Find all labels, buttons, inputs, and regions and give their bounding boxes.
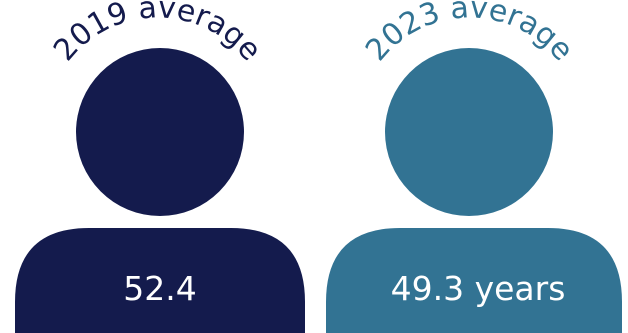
figure-2023-value: 49.3 years — [391, 269, 566, 308]
figure-2023: 2023 average 49.3 years — [326, 0, 622, 333]
figure-2023-body — [326, 228, 622, 333]
figure-2019-value: 52.4 — [123, 269, 196, 308]
figure-2023-head — [385, 48, 553, 216]
figure-2019-body — [15, 228, 305, 333]
figure-2019: 2019 average 52.4 — [15, 0, 305, 333]
figure-2019-head — [76, 48, 244, 216]
